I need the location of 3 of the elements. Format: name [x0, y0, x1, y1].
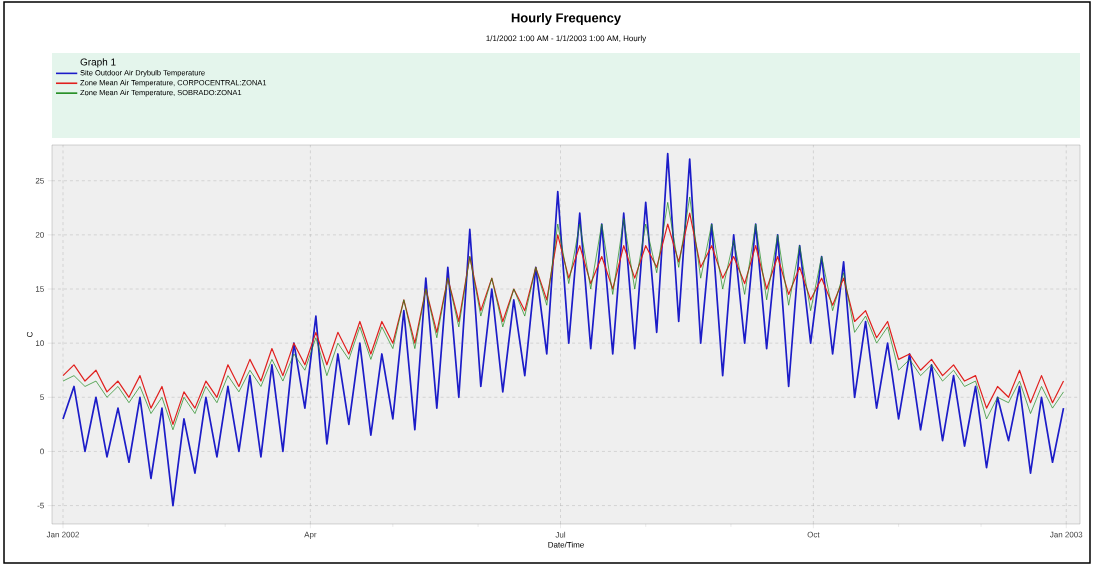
- chart-title: Hourly Frequency: [511, 12, 621, 26]
- legend-title: Graph 1: [80, 58, 116, 68]
- line-series: [62, 152, 1065, 507]
